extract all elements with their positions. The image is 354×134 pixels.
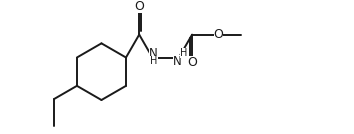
Text: H: H <box>150 56 157 66</box>
Text: O: O <box>187 56 197 69</box>
Text: N: N <box>149 47 158 60</box>
Text: H: H <box>180 48 187 58</box>
Text: O: O <box>213 28 223 41</box>
Text: N: N <box>173 55 181 68</box>
Text: O: O <box>134 0 144 13</box>
